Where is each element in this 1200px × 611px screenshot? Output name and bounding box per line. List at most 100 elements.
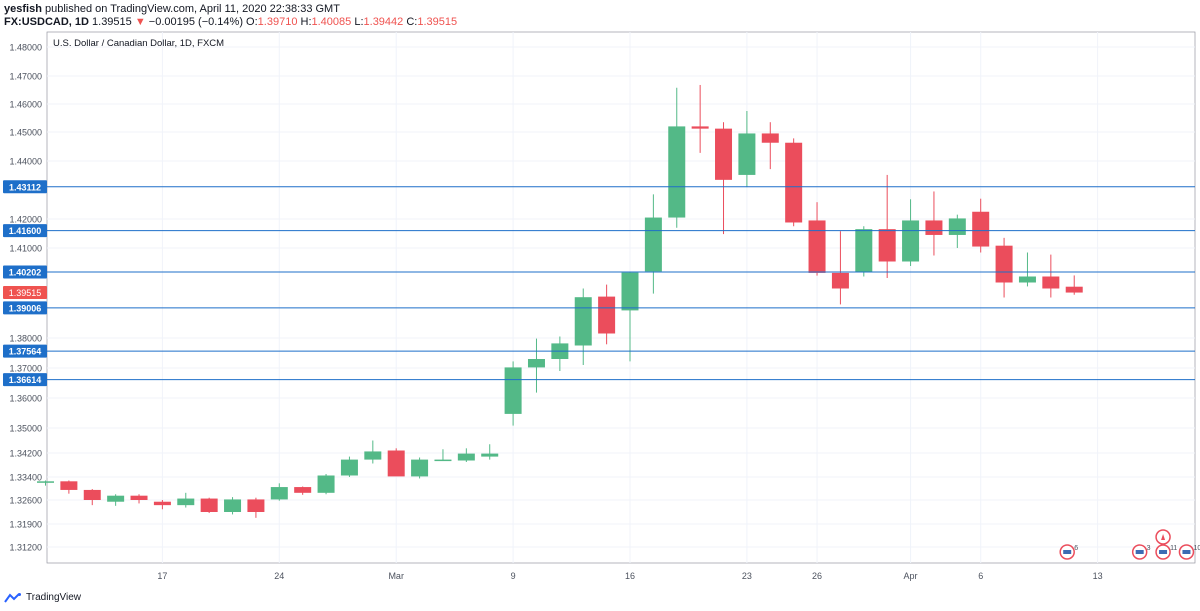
price-level-label: 1.43112 xyxy=(9,182,41,192)
tradingview-brand: TradingView xyxy=(26,592,82,603)
x-tick-label: 17 xyxy=(157,571,167,581)
candle-down xyxy=(60,481,78,490)
candle-up xyxy=(574,297,592,346)
price-level-tag xyxy=(3,180,47,194)
candle-up xyxy=(457,453,475,461)
open-label: O: xyxy=(246,16,258,28)
candle-up xyxy=(504,367,522,414)
candle-down xyxy=(691,126,709,129)
y-tick-label: 1.41000 xyxy=(9,244,42,254)
candle-down xyxy=(995,245,1013,283)
x-tick-label: Apr xyxy=(904,571,918,581)
close-value: 1.39515 xyxy=(417,16,458,28)
candle-down xyxy=(925,220,943,235)
x-tick-label: 6 xyxy=(978,571,983,581)
candle-up xyxy=(411,459,429,477)
symbol-label: FX:USDCAD, 1D xyxy=(4,16,89,28)
y-tick-label: 1.48000 xyxy=(9,43,42,53)
price-level-tag xyxy=(3,224,47,238)
candle-down xyxy=(294,487,312,493)
y-tick-label: 1.32600 xyxy=(9,496,42,506)
last-price-tag xyxy=(3,286,47,300)
candle-up xyxy=(527,359,545,368)
publisher-name[interactable]: yesfish xyxy=(4,3,42,15)
event-flag-icon-fill xyxy=(1182,550,1191,554)
candle-down xyxy=(247,499,265,512)
x-tick-label: Mar xyxy=(388,571,404,581)
y-tick-label: 1.35000 xyxy=(9,424,42,434)
candle-up xyxy=(224,499,242,512)
close-label: C: xyxy=(406,16,418,28)
candle-down xyxy=(878,229,896,262)
candle-up xyxy=(177,498,195,506)
low-value: 1.39442 xyxy=(363,16,404,28)
candle-up xyxy=(1018,276,1036,283)
high-value: 1.40085 xyxy=(311,16,352,28)
price-level-label: 1.36614 xyxy=(9,375,42,385)
candle-down xyxy=(130,495,148,500)
candle-up xyxy=(270,487,288,500)
price-level-label: 1.39006 xyxy=(9,303,42,313)
y-tick-label: 1.31200 xyxy=(9,543,42,553)
price-change: −0.00195 (−0.14%) xyxy=(148,16,243,28)
event-flag-icon-fill xyxy=(1159,550,1168,554)
price-level-label: 1.40202 xyxy=(9,267,42,277)
candle-up xyxy=(948,218,966,235)
candle-up xyxy=(621,272,639,311)
last-price: 1.39515 xyxy=(92,16,132,28)
open-value: 1.39710 xyxy=(257,16,298,28)
candle-up xyxy=(481,453,499,457)
x-tick-label: 9 xyxy=(511,571,516,581)
candle-down xyxy=(785,142,803,223)
candle-down xyxy=(972,211,990,247)
candle-up xyxy=(738,133,756,175)
plot-area xyxy=(46,31,1196,564)
tradingview-logo[interactable]: TradingView xyxy=(4,592,81,603)
candle-down xyxy=(153,501,171,506)
x-tick-label: 26 xyxy=(812,571,822,581)
y-tick-label: 1.42000 xyxy=(9,215,42,225)
candle-down xyxy=(808,220,826,273)
maple-leaf-icon xyxy=(1161,534,1166,540)
y-tick-label: 1.38000 xyxy=(9,334,42,344)
low-label: L: xyxy=(354,16,364,28)
candle-down xyxy=(200,498,218,512)
publish-text: published on TradingView.com, April 11, … xyxy=(44,3,340,15)
candle-up xyxy=(317,475,335,493)
publish-info: yesfish published on TradingView.com, Ap… xyxy=(4,3,340,15)
chart-title: U.S. Dollar / Canadian Dollar, 1D, FXCM xyxy=(53,38,225,49)
candle-up xyxy=(340,459,358,476)
quote-line: FX:USDCAD, 1D 1.39515 ▼ −0.00195 (−0.14%… xyxy=(4,16,457,28)
y-tick-label: 1.44000 xyxy=(9,157,42,167)
candle-up xyxy=(855,229,873,272)
y-tick-label: 1.47000 xyxy=(9,72,42,82)
last-price-label: 1.39515 xyxy=(9,288,42,298)
price-level-label: 1.37564 xyxy=(9,347,42,357)
candle-down xyxy=(715,128,733,180)
candle-down xyxy=(387,450,405,477)
candle-up xyxy=(668,126,686,218)
high-label: H: xyxy=(300,16,312,28)
event-flag-icon-fill xyxy=(1135,550,1144,554)
event-count-label: 10 xyxy=(1193,545,1200,552)
x-tick-label: 13 xyxy=(1093,571,1103,581)
y-tick-label: 1.36000 xyxy=(9,394,42,404)
event-flag-icon-fill xyxy=(1063,550,1072,554)
candle-down xyxy=(761,133,779,143)
candle-up xyxy=(902,220,920,262)
y-tick-label: 1.33400 xyxy=(9,473,42,483)
candle-up xyxy=(434,459,452,462)
y-tick-label: 1.46000 xyxy=(9,100,42,110)
y-tick-label: 1.31900 xyxy=(9,520,42,530)
candle-up xyxy=(107,495,125,502)
candle-down xyxy=(83,489,101,500)
candle-up xyxy=(37,481,54,483)
price-level-tag xyxy=(3,373,47,387)
y-tick-label: 1.37000 xyxy=(9,364,42,374)
candle-down xyxy=(831,272,849,289)
candle-down xyxy=(1065,286,1083,293)
event-count-label: 6 xyxy=(1074,545,1078,552)
event-count-label: 11 xyxy=(1170,545,1177,552)
x-tick-label: 16 xyxy=(625,571,635,581)
